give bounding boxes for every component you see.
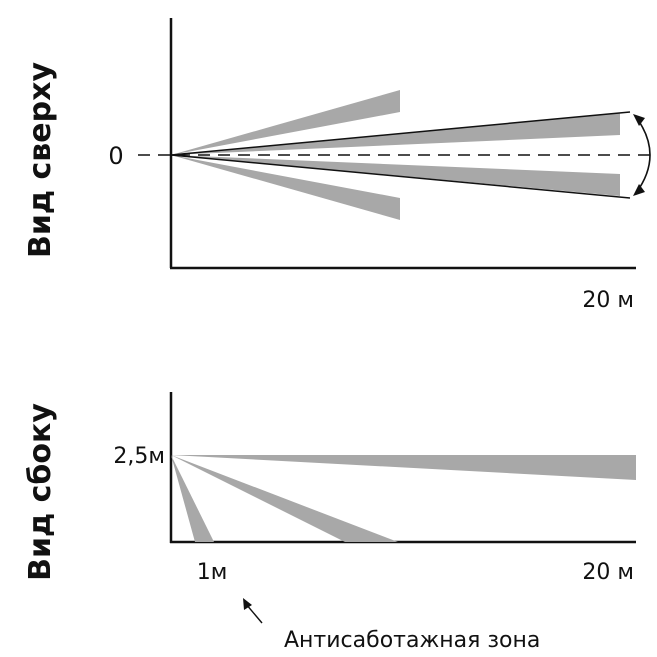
anti-tamper-pointer — [245, 603, 263, 624]
side-long-beam — [171, 455, 636, 480]
mount-height-label: 2,5м — [113, 444, 165, 469]
near-distance-label: 1м — [197, 560, 228, 585]
top-long-zone-upper-edge — [170, 111, 631, 156]
side-view-panel: Вид сбоку 2,5м 1м 20 м Антисаботажная зо… — [23, 392, 636, 653]
top-view-title: Вид сверху — [23, 62, 58, 258]
top-short-zone-lower — [171, 155, 400, 220]
arc-arrow-up-icon — [633, 114, 645, 126]
coverage-arc-icon — [635, 116, 651, 194]
arc-arrow-down-icon — [633, 184, 645, 196]
top-long-zone-lower-edge — [170, 154, 631, 199]
top-view-range-label: 20 м — [582, 288, 634, 313]
side-view-title: Вид сбоку — [23, 403, 58, 581]
side-mid-beam — [171, 455, 398, 542]
side-view-range-label: 20 м — [582, 560, 634, 585]
top-view-panel: Вид сверху 0 20 м — [23, 18, 651, 313]
side-anti-tamper-beam — [171, 455, 214, 542]
anti-tamper-label: Антисаботажная зона — [284, 628, 540, 653]
origin-label: 0 — [108, 142, 123, 170]
top-short-zone-upper — [171, 90, 400, 155]
anti-tamper-arrow-icon — [243, 598, 252, 610]
